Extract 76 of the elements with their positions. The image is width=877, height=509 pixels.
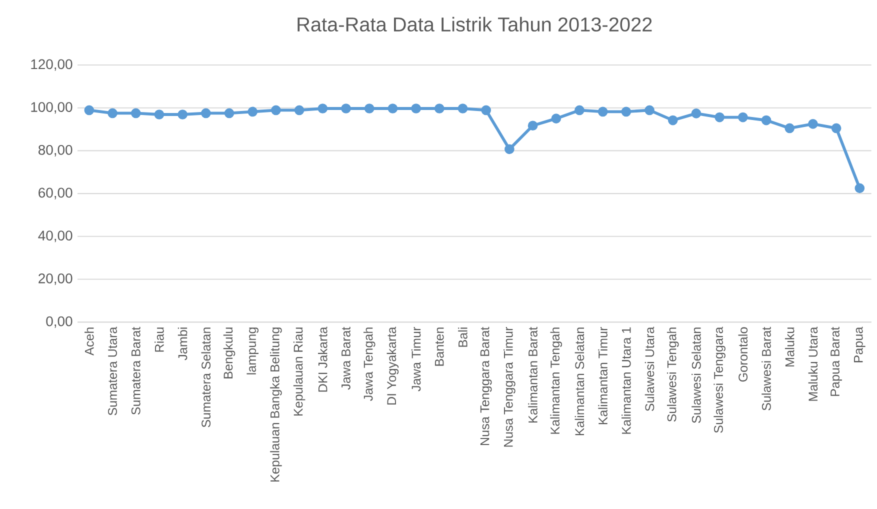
point [84, 105, 94, 116]
y-tick-label: 100,00 [31, 102, 72, 114]
y-tick-label: 120,00 [31, 59, 72, 71]
chart-title: Rata-Rata Data Listrik Tahun 2013-2022 [298, 16, 652, 32]
point [154, 109, 164, 120]
point [574, 105, 584, 116]
point [598, 106, 608, 117]
x-tick-label: Kalimantan Barat [528, 326, 538, 422]
x-tick-label: Kepulauan Riau [293, 328, 306, 416]
x-tick-label: Jambi [178, 328, 188, 360]
point [178, 109, 188, 120]
x-tick-label: Bali [458, 328, 468, 347]
point [364, 103, 374, 114]
x-tick-label: Maluku Utara [808, 326, 818, 401]
point [668, 115, 678, 126]
x-tick-label: Riau [154, 328, 164, 352]
x-tick-label: Kalimantan Tengah [550, 328, 562, 434]
point [294, 105, 304, 116]
x-tick-label: Banten [434, 327, 444, 366]
x-tick-label: Sumatera Selatan [201, 328, 211, 428]
point [248, 106, 258, 117]
x-tick-label: Jawa Barat [342, 326, 350, 390]
y-tick-label: 80,00 [38, 144, 72, 156]
point [108, 108, 118, 118]
y-tick-label: 40,00 [38, 230, 72, 242]
x-tick-label: DI Yogyakarta [386, 326, 399, 404]
point [784, 123, 795, 134]
point [224, 108, 234, 118]
x-tick-label: Kalimantan Utara 1 [622, 327, 631, 434]
point [388, 103, 398, 114]
x-tick-label: Sulawesi Tengah [666, 328, 679, 422]
point [551, 114, 562, 124]
x-tick-label: Maluku [784, 328, 794, 366]
x-tick-label: DKI Jakarta [318, 326, 328, 392]
x-tick-label: Nusa Tenggara Timur [504, 326, 516, 447]
x-tick-label: Sumatera Utara [108, 326, 117, 416]
point [621, 106, 632, 117]
y-tick-label: 20,00 [38, 273, 72, 285]
point [200, 108, 211, 118]
x-tick-label: Kalimantan Timur [598, 326, 608, 424]
point [481, 105, 492, 116]
point [691, 108, 702, 118]
x-tick-label: Jawa Timur [411, 326, 421, 392]
point [318, 103, 328, 114]
point [528, 120, 538, 130]
point [644, 105, 654, 116]
y-tick-label: 0,00 [46, 316, 72, 328]
x-tick-label: Sulawesi Barat [762, 326, 771, 410]
point [458, 103, 468, 114]
point [854, 183, 865, 194]
point [341, 103, 351, 114]
point [714, 112, 724, 122]
x-tick-label: Sumatera Barat [131, 326, 140, 414]
point [130, 108, 141, 118]
x-tick-label: Papua Barat [830, 326, 842, 396]
x-tick-label: Nusa Tenggara Barat [480, 326, 492, 445]
y-tick-label: 60,00 [38, 188, 72, 200]
point [504, 144, 514, 154]
x-tick-label: Aceh [84, 327, 94, 356]
x-tick-label: Sulawesi Utara [644, 326, 654, 411]
x-tick-label: Kalimantan Selatan [574, 328, 584, 436]
x-tick-label: Bengkulu [223, 328, 236, 378]
x-tick-label: Papua [854, 326, 866, 362]
x-tick-label: Gorontalo [738, 327, 748, 382]
point [831, 123, 842, 134]
x-tick-label: Sulawesi Selatan [692, 328, 701, 423]
x-tick-label: Sulawesi Tenggara [714, 326, 726, 433]
x-tick-label: Jawa Tengah [363, 327, 376, 401]
x-tick-label: Kepulauan Bangka Belitung [270, 328, 282, 482]
point [411, 103, 421, 114]
point [738, 112, 748, 122]
point [808, 118, 818, 129]
point [271, 105, 281, 116]
point [761, 115, 772, 126]
point [434, 103, 444, 114]
x-tick-label: lampung [246, 327, 258, 374]
